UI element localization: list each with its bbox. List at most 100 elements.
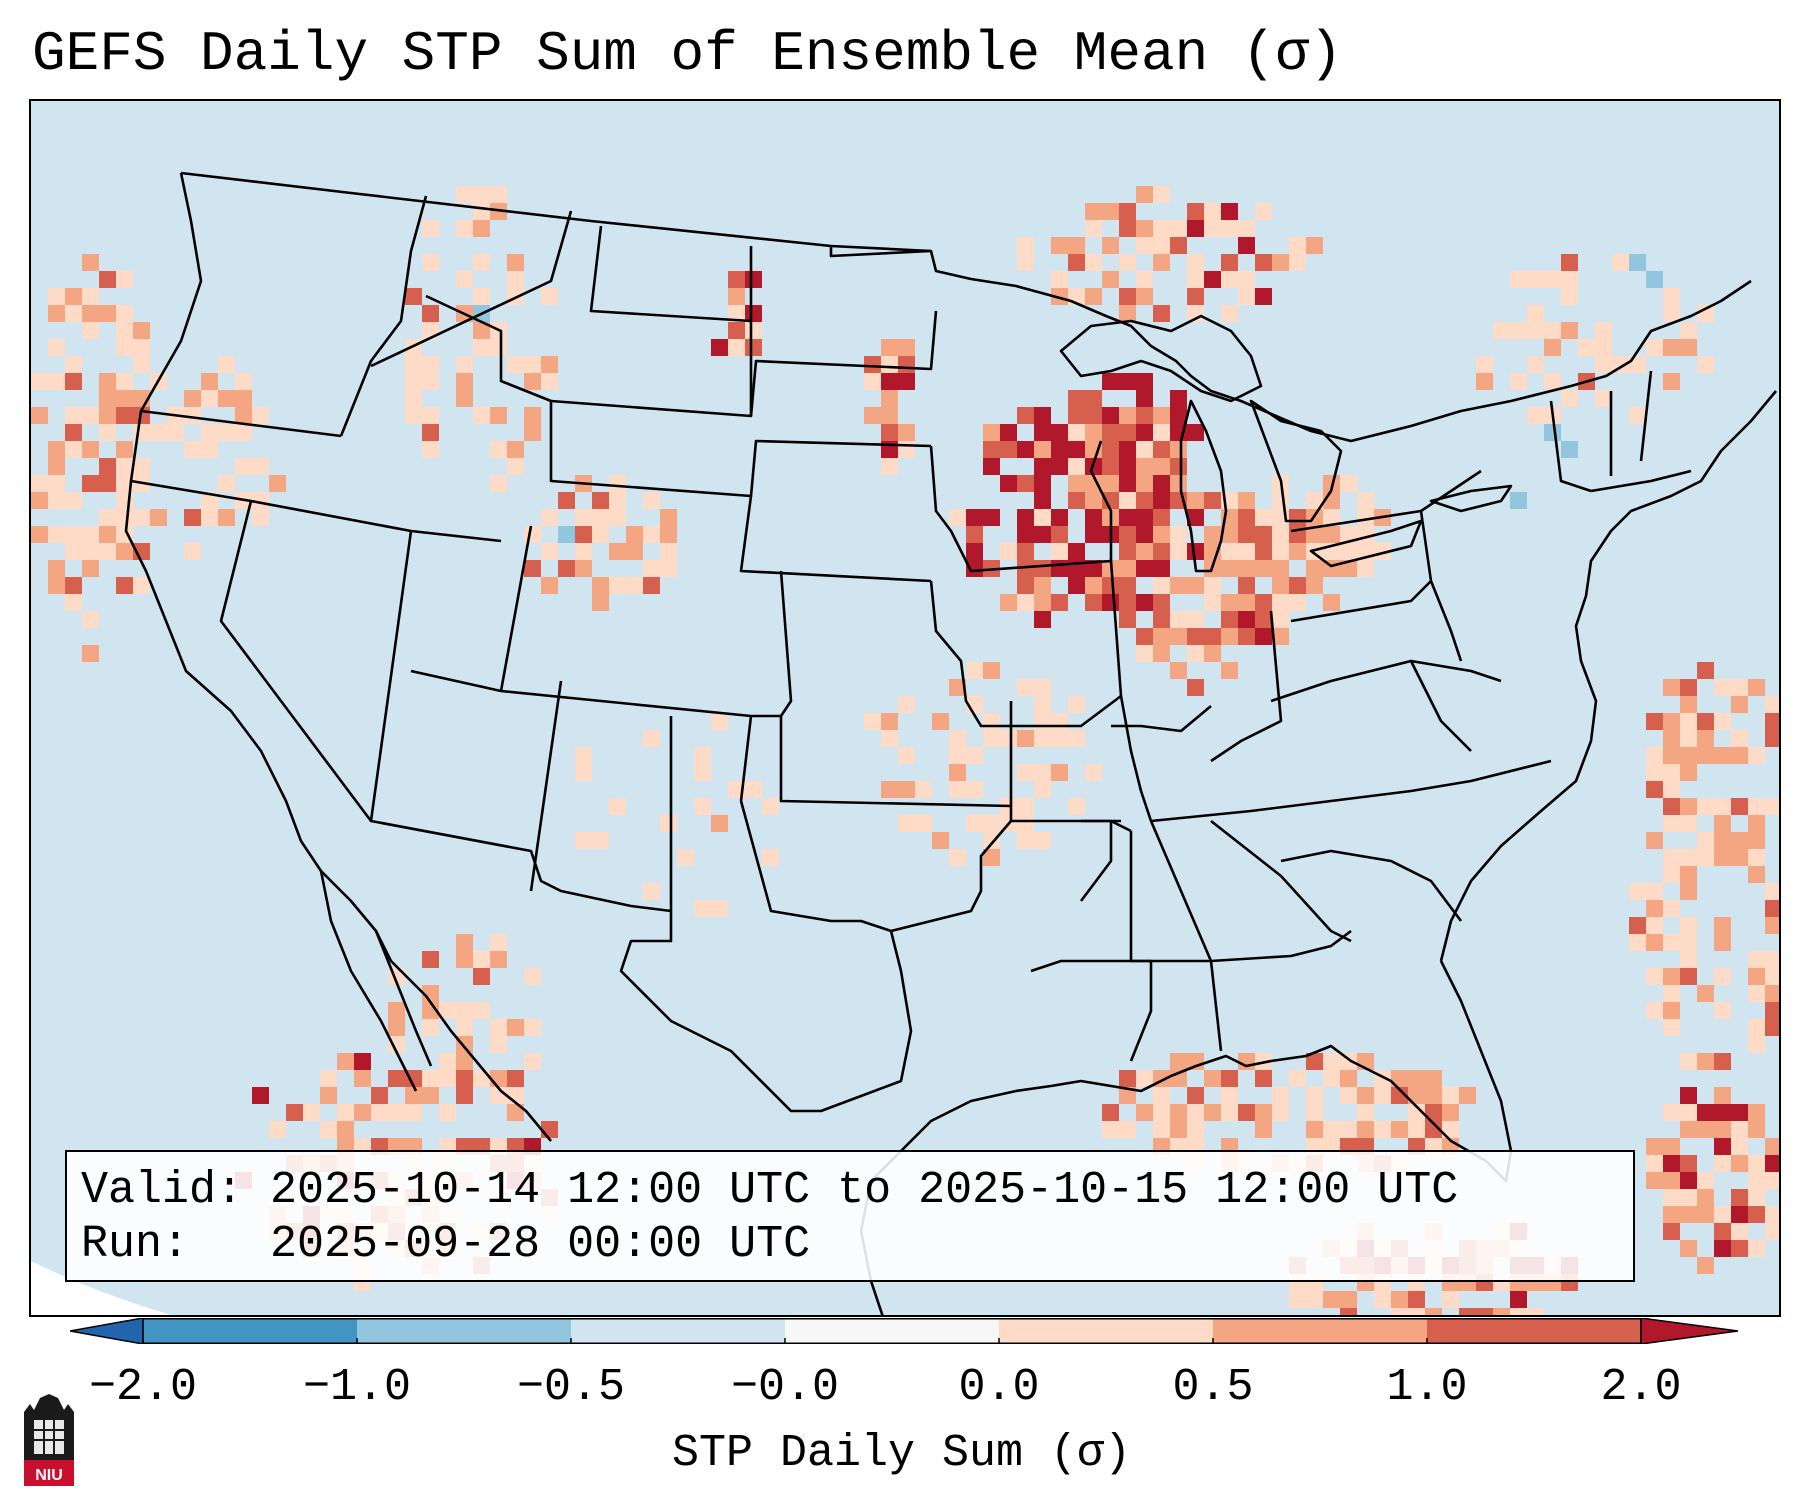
stp-cell — [218, 356, 235, 373]
stp-cell — [1357, 509, 1374, 526]
stp-cell — [1136, 492, 1153, 509]
stp-cell — [31, 526, 48, 543]
stp-cell — [1748, 968, 1765, 985]
stp-cell — [1136, 560, 1153, 577]
stp-cell — [1119, 526, 1136, 543]
stp-cell — [235, 373, 252, 390]
colorbar-segment — [1427, 1318, 1641, 1344]
stp-cell — [1119, 594, 1136, 611]
stp-cell — [949, 849, 966, 866]
stp-cell — [1663, 1223, 1680, 1240]
stp-cell — [82, 645, 99, 662]
stp-cell — [388, 1104, 405, 1121]
stp-cell — [932, 713, 949, 730]
stp-cell — [1272, 1104, 1289, 1121]
colorbar-segment — [999, 1318, 1213, 1344]
stp-cell — [575, 747, 592, 764]
stp-cell — [1017, 526, 1034, 543]
stp-cell — [1714, 1223, 1731, 1240]
colorbar-extend-low — [69, 1317, 144, 1345]
stp-cell — [1068, 458, 1085, 475]
stp-cell — [1085, 560, 1102, 577]
stp-cell — [1170, 475, 1187, 492]
run-label: Run: — [81, 1219, 190, 1270]
stp-cell — [473, 968, 490, 985]
stp-cell — [1102, 237, 1119, 254]
stp-cell — [1714, 1002, 1731, 1019]
stp-cell — [1357, 560, 1374, 577]
stp-cell — [1663, 1172, 1680, 1189]
stp-cell — [932, 832, 949, 849]
stp-cell — [405, 407, 422, 424]
stp-cell — [286, 1104, 303, 1121]
stp-cell — [1085, 509, 1102, 526]
colorbar-tick-label: −1.0 — [302, 1362, 412, 1413]
stp-cell — [1085, 475, 1102, 492]
stp-cell — [133, 322, 150, 339]
stp-cell — [235, 390, 252, 407]
stp-cell — [1629, 407, 1646, 424]
stp-cell — [1102, 594, 1119, 611]
stp-cell — [1731, 798, 1748, 815]
stp-cell — [1697, 1189, 1714, 1206]
lake-superior — [1059, 314, 1263, 403]
stp-cell — [864, 407, 881, 424]
stp-cell — [133, 458, 150, 475]
state-line — [1079, 821, 1113, 902]
stp-cell — [1646, 713, 1663, 730]
stp-cell — [1442, 1121, 1459, 1138]
state-line — [1210, 610, 1283, 763]
stp-cell — [1187, 1104, 1204, 1121]
run-value: 2025-09-28 00:00 UTC — [270, 1219, 811, 1270]
stp-cell — [983, 424, 1000, 441]
stp-cell — [643, 526, 660, 543]
stp-cell — [898, 815, 915, 832]
stp-cell — [490, 339, 507, 356]
stp-cell — [1340, 1121, 1357, 1138]
stp-cell — [1663, 1189, 1680, 1206]
stp-cell — [949, 730, 966, 747]
stp-cell — [1136, 220, 1153, 237]
stp-cell — [456, 1019, 473, 1036]
stp-cell — [133, 577, 150, 594]
stp-cell-negative — [1544, 424, 1561, 441]
stp-cell — [1714, 798, 1731, 815]
stp-cell — [1663, 815, 1680, 832]
stp-cell — [1731, 747, 1748, 764]
stp-cell — [1085, 390, 1102, 407]
stp-cell — [1034, 441, 1051, 458]
stp-cell — [1153, 458, 1170, 475]
stp-cell — [1034, 458, 1051, 475]
stp-cell — [524, 560, 541, 577]
stp-cell — [1663, 985, 1680, 1002]
stp-cell — [1000, 594, 1017, 611]
stp-cell — [65, 594, 82, 611]
colorbar-tick-label: −0.0 — [730, 1362, 840, 1413]
stp-cell — [1187, 492, 1204, 509]
stp-cell — [1153, 594, 1170, 611]
stp-cell — [422, 220, 439, 237]
stp-cell — [1289, 254, 1306, 271]
stp-cell — [1340, 526, 1357, 543]
stp-cell — [643, 883, 660, 900]
stp-cell — [1578, 339, 1595, 356]
projection-edge — [31, 1261, 171, 1315]
stp-cell — [1153, 611, 1170, 628]
stp-cell — [728, 322, 745, 339]
stp-cell — [1017, 407, 1034, 424]
stp-cell — [184, 407, 201, 424]
stp-cell — [82, 407, 99, 424]
stp-cell — [1255, 594, 1272, 611]
stp-cell — [1544, 339, 1561, 356]
stp-cell — [1629, 934, 1646, 951]
stp-cell — [983, 713, 1000, 730]
stp-cell — [1136, 1104, 1153, 1121]
stp-cell — [1238, 288, 1255, 305]
stp-cell — [1017, 764, 1034, 781]
stp-cell — [1238, 560, 1255, 577]
state-line — [410, 525, 533, 693]
stp-cell-negative — [1646, 271, 1663, 288]
stp-cell — [1714, 1240, 1731, 1257]
stp-cell — [626, 577, 643, 594]
stp-cell — [1680, 713, 1697, 730]
